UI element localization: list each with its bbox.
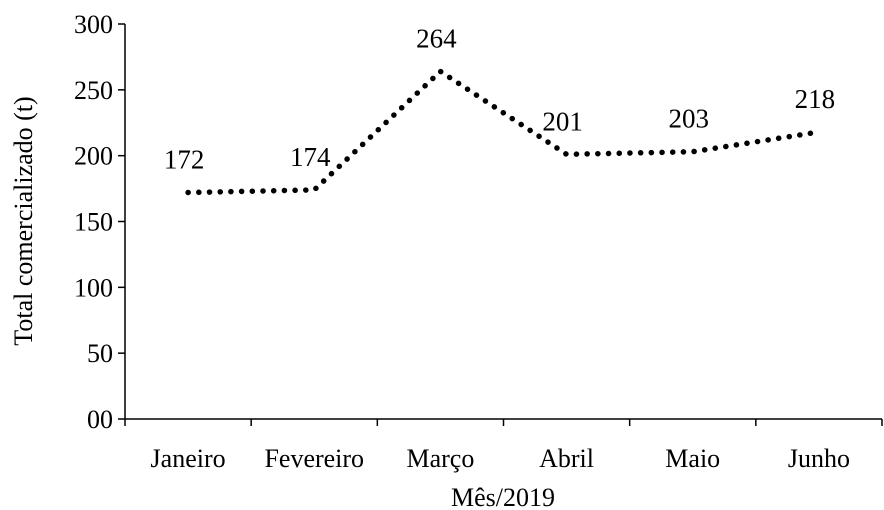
y-axis-title: Total comercializado (t)	[9, 96, 38, 345]
data-label: 201	[542, 106, 583, 136]
y-tick-label: 300	[74, 10, 113, 39]
series-line	[185, 67, 822, 196]
x-category-label: Janeiro	[151, 444, 226, 473]
x-ticks: Janeiro Fevereiro Março Abril Maio Junho	[124, 419, 883, 473]
x-category-label: Junho	[788, 444, 850, 473]
y-tick-label: 50	[87, 339, 113, 368]
data-label: 218	[795, 84, 836, 114]
data-label: 172	[164, 145, 205, 175]
data-labels: 172 174 264 201 203 218	[164, 23, 835, 174]
x-axis-title: Mês/2019	[451, 483, 555, 510]
y-tick-label: 150	[74, 208, 113, 237]
data-label: 203	[669, 104, 710, 134]
data-label: 264	[416, 23, 457, 53]
y-tick-label: 200	[74, 142, 113, 171]
x-category-label: Abril	[539, 444, 594, 473]
y-tick-label: 00	[87, 405, 113, 434]
y-tick-label: 250	[74, 76, 113, 105]
chart-axes	[124, 24, 882, 420]
x-category-label: Maio	[665, 444, 720, 473]
y-tick-label: 100	[74, 273, 113, 302]
y-ticks: 00 50 100 150 200 250 300	[74, 10, 125, 434]
data-label: 174	[290, 142, 331, 172]
x-category-label: Fevereiro	[264, 444, 364, 473]
x-category-label: Março	[406, 444, 474, 473]
